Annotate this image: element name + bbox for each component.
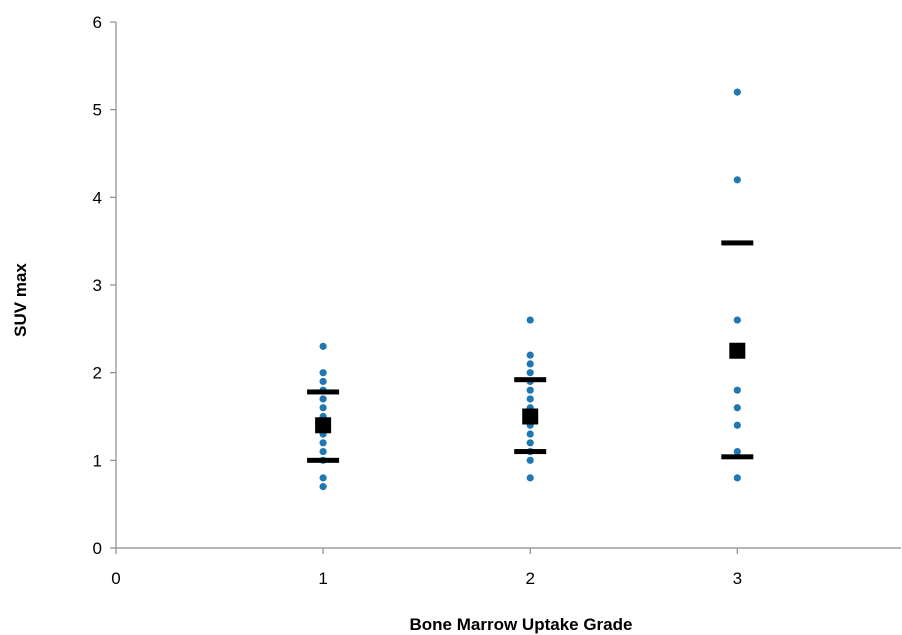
data-point xyxy=(733,316,741,324)
data-point xyxy=(733,88,741,96)
range-bar xyxy=(721,454,754,460)
data-point xyxy=(319,404,327,412)
range-bar xyxy=(307,389,340,395)
range-bar xyxy=(514,449,547,455)
x-tick-label: 2 xyxy=(525,569,534,588)
data-point xyxy=(526,439,534,447)
data-point xyxy=(319,369,327,377)
data-point xyxy=(733,447,741,456)
data-point xyxy=(526,474,534,482)
mean-marker xyxy=(315,417,332,434)
data-point xyxy=(733,421,741,429)
data-point xyxy=(526,386,534,394)
mean-marker xyxy=(522,408,539,425)
data-point xyxy=(733,386,741,394)
x-tick-label: 3 xyxy=(733,569,742,588)
data-point xyxy=(319,395,327,403)
data-point xyxy=(526,369,534,377)
data-point xyxy=(319,447,327,456)
range-bar xyxy=(307,457,340,463)
data-point xyxy=(319,377,327,386)
data-point xyxy=(526,316,534,324)
data-point xyxy=(733,176,741,184)
y-ticks: 0 1 2 3 4 5 6 xyxy=(93,13,116,558)
range-bar xyxy=(721,240,754,246)
data-point xyxy=(526,430,534,438)
y-tick-label: 1 xyxy=(93,451,102,470)
data-point xyxy=(319,483,327,491)
data-point xyxy=(319,342,327,350)
data-point xyxy=(319,439,327,447)
data-point xyxy=(526,351,534,359)
x-tick-label: 1 xyxy=(318,569,327,588)
y-tick-label: 0 xyxy=(93,539,102,558)
y-tick-label: 6 xyxy=(93,13,102,32)
x-axis: 0 1 2 3 xyxy=(111,547,901,588)
x-tick-label: 0 xyxy=(111,569,120,588)
mean-marker xyxy=(729,342,746,359)
range-bar xyxy=(514,377,547,383)
data-point xyxy=(733,404,741,412)
y-tick-label: 5 xyxy=(93,101,102,120)
data-point xyxy=(526,360,534,368)
y-tick-label: 4 xyxy=(93,188,102,207)
data-point xyxy=(733,474,741,482)
plot-marks xyxy=(307,88,754,491)
y-axis: 0 1 2 3 4 5 6 xyxy=(93,13,117,558)
y-tick-label: 3 xyxy=(93,276,102,295)
data-point xyxy=(526,395,534,403)
y-axis-title: SUV max xyxy=(11,263,30,337)
y-tick-label: 2 xyxy=(93,364,102,383)
x-axis-title: Bone Marrow Uptake Grade xyxy=(410,615,633,634)
x-ticks: 0 1 2 3 xyxy=(111,548,742,588)
data-point xyxy=(526,456,534,464)
data-point xyxy=(319,474,327,482)
